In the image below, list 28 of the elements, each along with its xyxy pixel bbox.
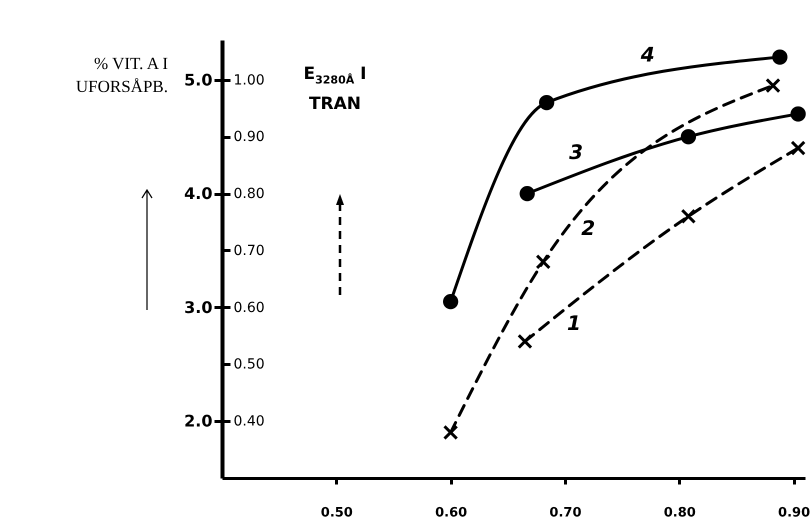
y-tick-label: 3.0	[184, 298, 212, 317]
y2-tick-label: 0.70	[234, 242, 265, 259]
x-tick-label: 0.90	[778, 506, 810, 520]
y-tick-label: 2.0	[184, 412, 212, 431]
y2-tick-label: 0.50	[234, 356, 265, 373]
x-tick-label: 0.50	[320, 506, 353, 520]
series-label: 3	[569, 140, 584, 164]
series-label: 2	[581, 216, 596, 240]
x-tick-label: 0.60	[435, 506, 468, 520]
y-tick-label: 5.0	[184, 70, 212, 90]
y2-tick-label: 0.40	[234, 414, 265, 430]
point	[517, 334, 533, 350]
point	[536, 254, 551, 270]
series-label: 4	[640, 42, 655, 67]
y-tick-label: 4.0	[184, 184, 212, 204]
y2-axis-title: E$_{3280Å}$ I TRAN	[302, 63, 368, 116]
point	[765, 78, 781, 94]
x-tick-label: 0.80	[664, 506, 696, 520]
x-tick-label: 0.70	[549, 506, 582, 520]
point	[443, 424, 458, 440]
y2-tick-label: 0.80	[234, 186, 265, 202]
y2-tick-label: 1.00	[234, 72, 265, 88]
point	[790, 140, 806, 156]
y2-tick-label: 0.90	[234, 129, 265, 146]
series-label: 1	[567, 311, 581, 336]
y-axis-title: % VIT. A I UFORSÅPB.	[74, 53, 168, 98]
y2-tick-label: 0.60	[234, 300, 265, 316]
point	[680, 208, 696, 224]
